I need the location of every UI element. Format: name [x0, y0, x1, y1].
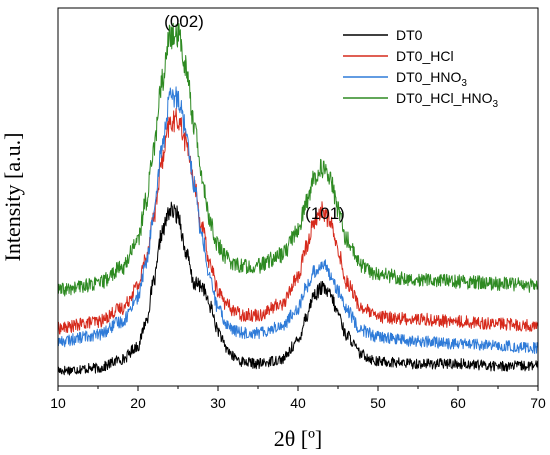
legend-label-main: DT0 — [396, 27, 423, 43]
x-tick-label: 40 — [290, 395, 306, 411]
x-tick-label: 50 — [370, 395, 386, 411]
x-tick-label: 70 — [530, 395, 546, 411]
x-axis-ticks: 10 20 30 40 50 60 70 — [50, 386, 546, 411]
legend-label: DT0_HNO3 — [396, 69, 467, 89]
series-layer — [57, 20, 539, 376]
x-tick-label: 10 — [50, 395, 66, 411]
x-tick-label: 30 — [210, 395, 226, 411]
series-line-dt0-hno3 — [57, 86, 539, 355]
peak-label-101: (101) — [305, 204, 345, 223]
x-axis-title: 2θ [º] — [274, 426, 323, 451]
x-tick-label: 60 — [450, 395, 466, 411]
legend-label: DT0_HCl — [396, 48, 454, 64]
series-line-dt0 — [57, 201, 539, 376]
peak-label-002: (002) — [164, 12, 204, 31]
y-axis-title: Intensity [a.u.] — [0, 133, 25, 262]
series-line-dt0-hcl-hno3 — [57, 20, 539, 297]
x-tick-label: 20 — [130, 395, 146, 411]
legend-label-main: DT0_HNO — [396, 69, 461, 85]
legend-label-subscript: 3 — [492, 99, 498, 110]
legend-label-main: DT0_HCl_HNO — [396, 90, 493, 106]
legend-label: DT0_HCl_HNO3 — [396, 90, 498, 110]
legend-label-main: DT0_HCl — [396, 48, 454, 64]
plot-frame — [57, 7, 539, 387]
legend-label: DT0 — [396, 27, 423, 43]
series-line-dt0-hcl — [57, 107, 539, 335]
legend-label-subscript: 3 — [461, 78, 467, 89]
